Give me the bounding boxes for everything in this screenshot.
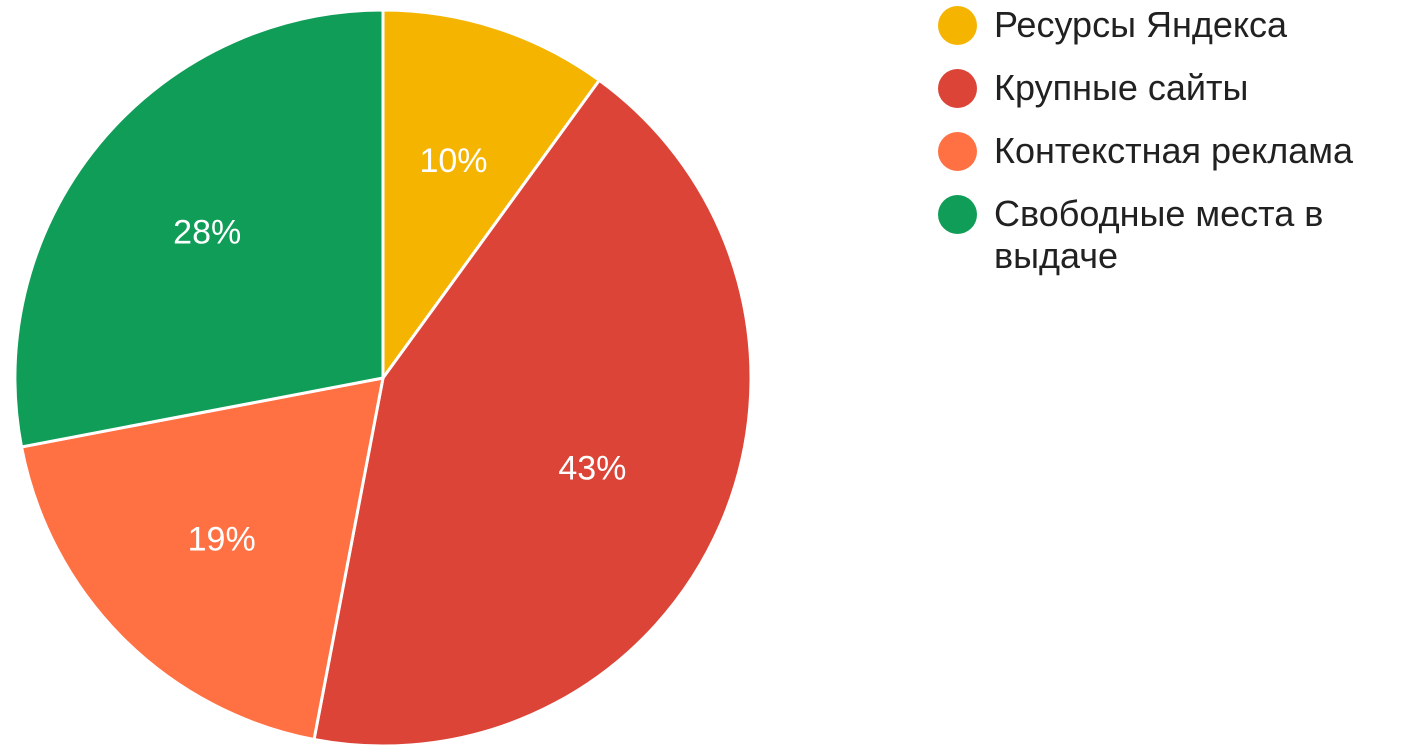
legend-label: Контекстная реклама bbox=[994, 130, 1354, 171]
legend-label: Свободные места в выдаче bbox=[994, 193, 1324, 276]
legend-item: Свободные места в выдаче bbox=[938, 193, 1398, 277]
legend-swatch bbox=[938, 195, 977, 234]
slice-data-label: 19% bbox=[188, 520, 256, 558]
legend-swatch bbox=[938, 6, 977, 45]
pie-slice-2 bbox=[312, 78, 753, 748]
pie-slice-3 bbox=[19, 376, 385, 742]
pie-slice-4 bbox=[13, 8, 385, 449]
slice-data-label: 28% bbox=[173, 214, 241, 252]
slice-data-label: 10% bbox=[419, 142, 487, 180]
legend-swatch bbox=[938, 132, 977, 171]
legend-label: Ресурсы Яндекса bbox=[994, 4, 1288, 45]
legend-item: Контекстная реклама bbox=[938, 130, 1398, 172]
legend-item: Ресурсы Яндекса bbox=[938, 4, 1398, 46]
legend-label: Крупные сайты bbox=[994, 67, 1249, 108]
pie-slice-1 bbox=[381, 8, 602, 383]
legend: Ресурсы Яндекса Крупные сайты Контекстная … bbox=[938, 4, 1398, 298]
legend-swatch bbox=[938, 69, 977, 108]
slice-data-label: 43% bbox=[558, 450, 626, 488]
legend-item: Крупные сайты bbox=[938, 67, 1398, 109]
